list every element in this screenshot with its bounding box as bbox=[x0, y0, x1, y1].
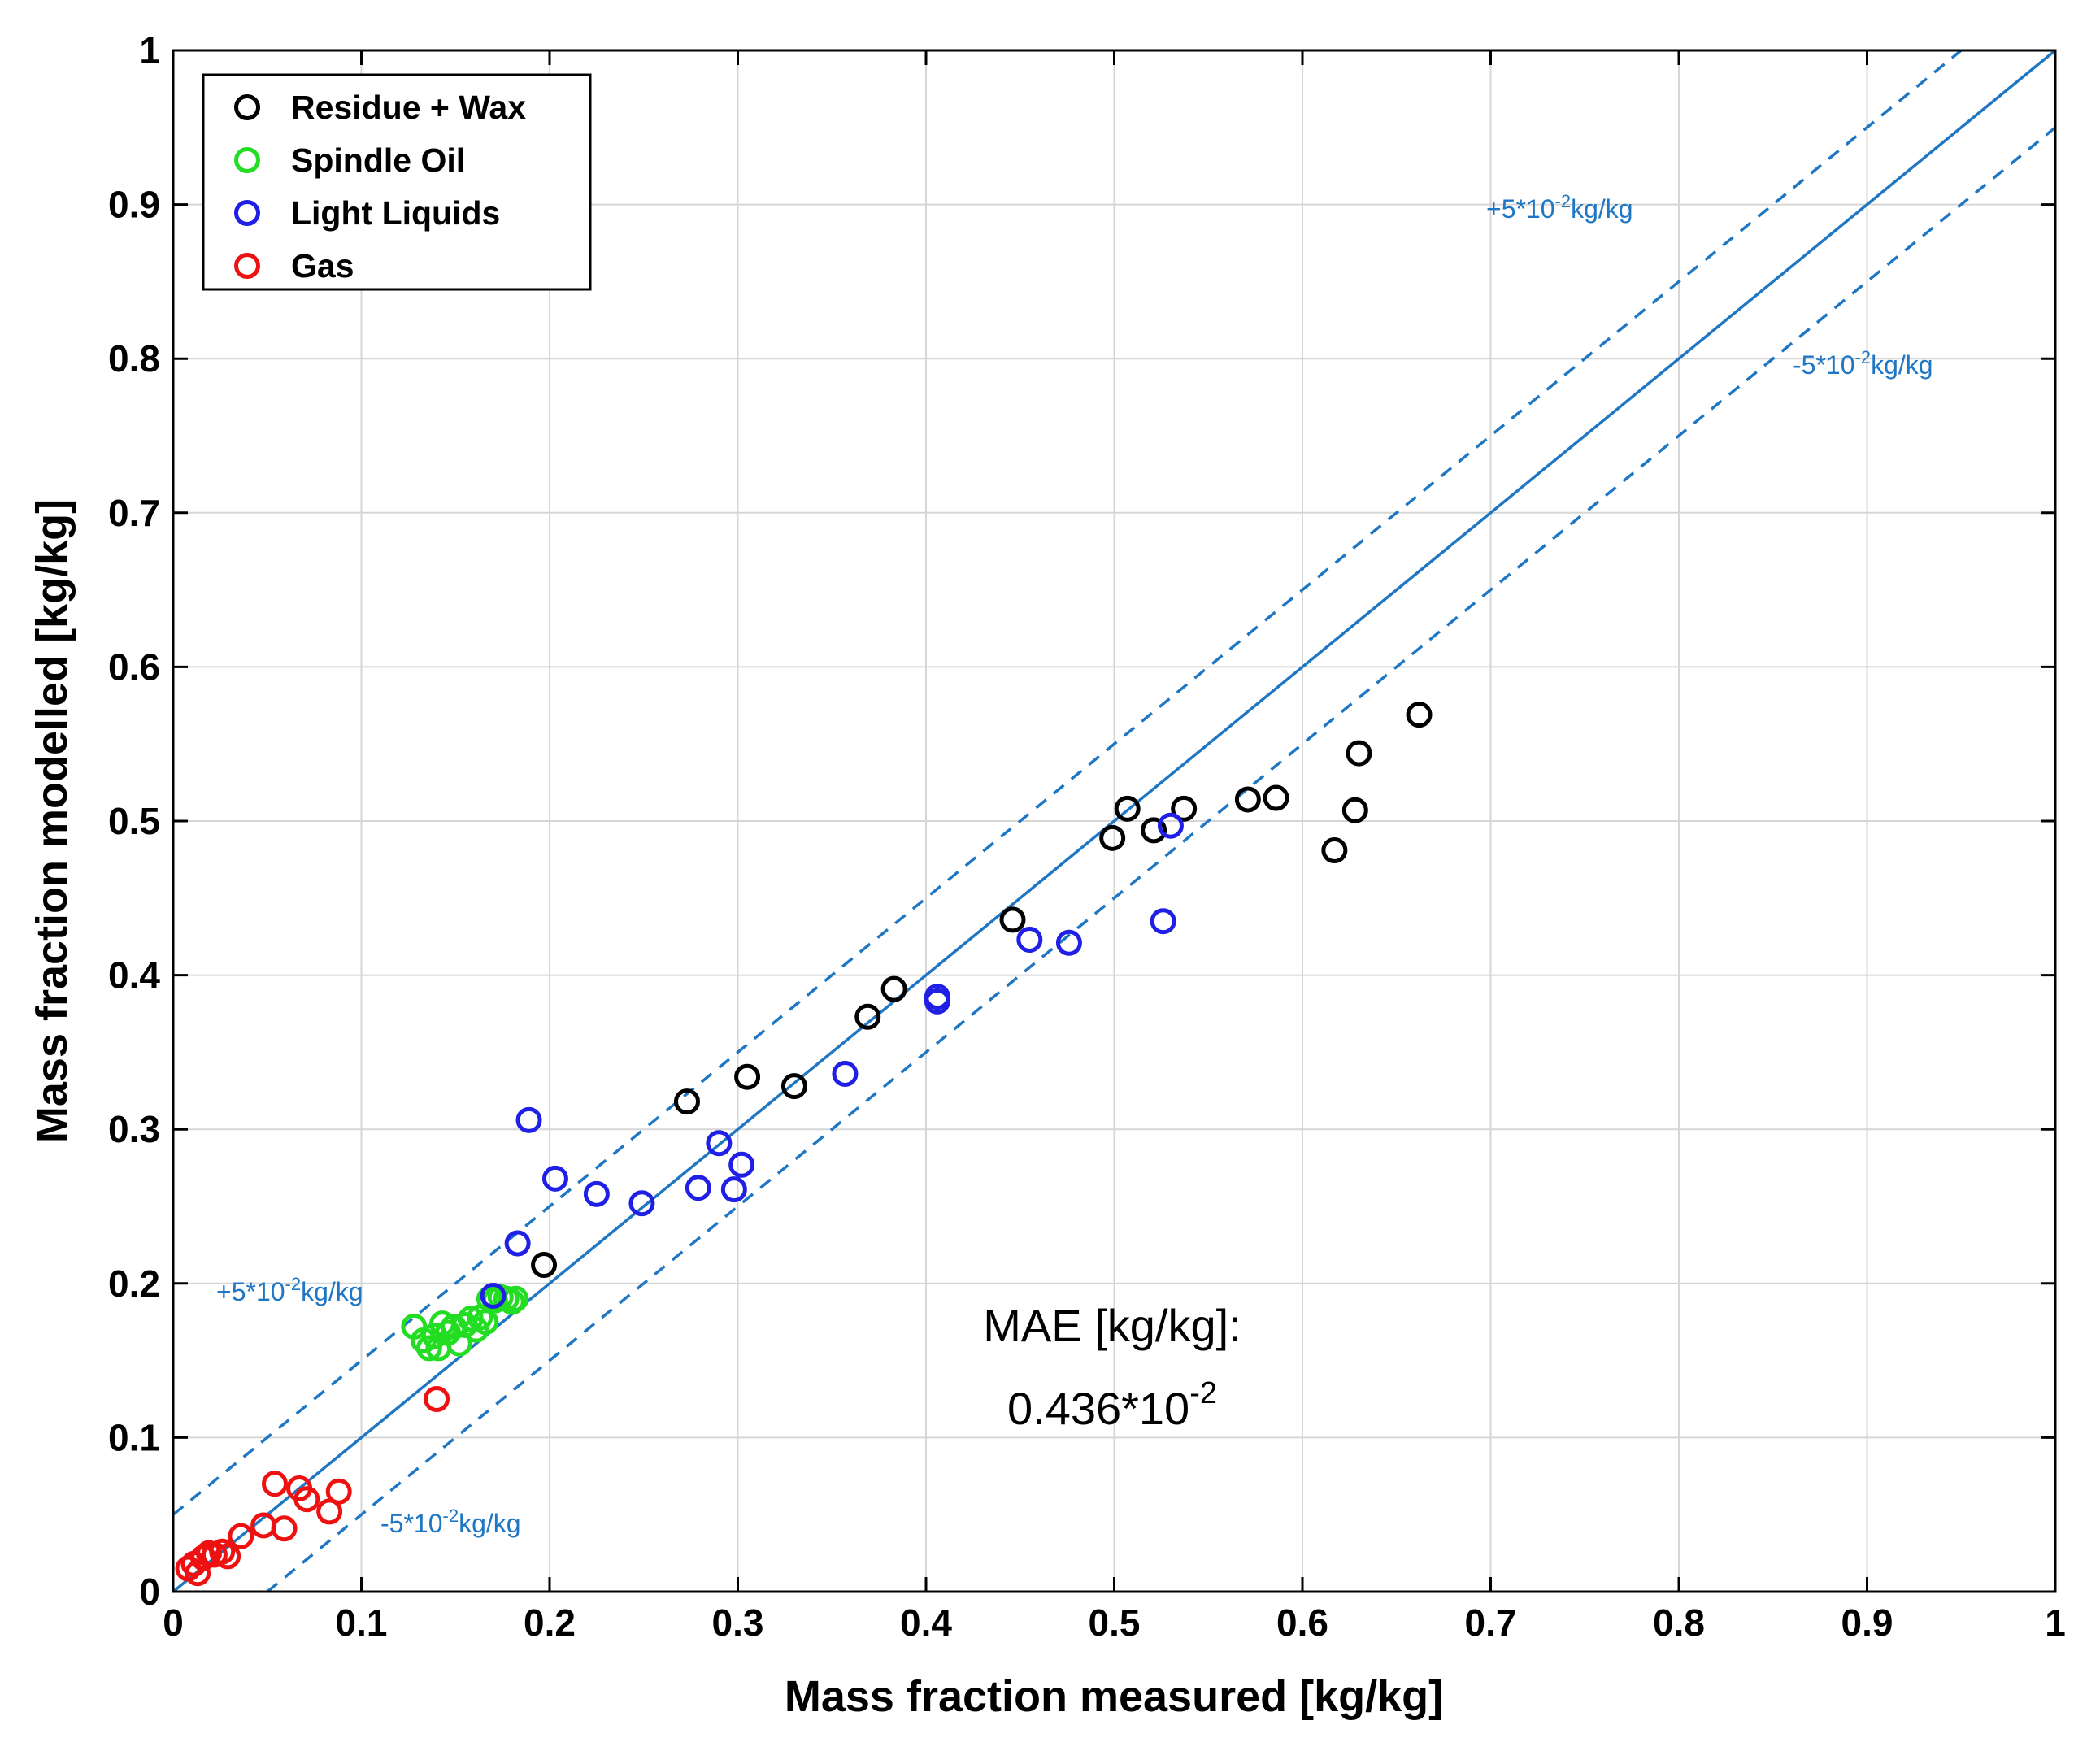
data-point-spindle-oil bbox=[415, 1335, 442, 1362]
data-point-residue-wax bbox=[854, 1003, 881, 1030]
data-point-residue-wax bbox=[673, 1088, 700, 1115]
y-tick-label: 0.7 bbox=[108, 492, 160, 534]
data-point-residue-wax bbox=[1234, 786, 1261, 813]
x-tick-label: 0.7 bbox=[1465, 1601, 1517, 1644]
data-point-residue-wax bbox=[1141, 817, 1167, 844]
data-point-residue-wax bbox=[531, 1252, 558, 1279]
data-point-residue-wax bbox=[1321, 837, 1348, 864]
x-tick-label: 0.2 bbox=[524, 1601, 576, 1644]
axis-ticks: 0 0.1 0.2 0.3 0.4 0.5 0.6 0.7 0.8 0.9 1 0 0.1 0.2 0.3 0… bbox=[108, 29, 2066, 1644]
y-tick-label: 0.1 bbox=[108, 1416, 160, 1458]
data-point-gas bbox=[215, 1543, 241, 1570]
y-tick-label: 0.4 bbox=[108, 954, 160, 997]
upper-band-label-bottom: +5*10-2kg/kg bbox=[216, 1274, 363, 1306]
x-tick-label: 0.8 bbox=[1653, 1601, 1705, 1644]
data-point-light-liquids bbox=[1016, 926, 1043, 953]
data-point-residue-wax bbox=[1099, 824, 1126, 851]
series-gas bbox=[175, 1386, 450, 1587]
data-point-residue-wax bbox=[1406, 702, 1433, 728]
legend-label-light-liquids: Light Liquids bbox=[291, 194, 500, 232]
data-point-light-liquids bbox=[480, 1282, 507, 1309]
x-tick-label: 0.5 bbox=[1089, 1601, 1141, 1644]
data-point-gas bbox=[271, 1515, 298, 1542]
data-points bbox=[175, 702, 1433, 1587]
plot-frame bbox=[172, 49, 2057, 1593]
legend-label-spindle-oil: Spindle Oil bbox=[291, 141, 465, 179]
y-tick-label: 0.6 bbox=[108, 645, 160, 688]
legend-marker-spindle-oil bbox=[234, 147, 260, 173]
data-point-residue-wax bbox=[1346, 740, 1372, 767]
x-tick-label: 0.6 bbox=[1276, 1601, 1328, 1644]
data-point-light-liquids bbox=[832, 1060, 859, 1087]
mae-label: MAE [kg/kg]: bbox=[983, 1300, 1241, 1351]
legend-items: Residue + Wax Spindle Oil Light Liquids Gas bbox=[234, 89, 526, 285]
lower-band-label-top: -5*10-2kg/kg bbox=[1793, 347, 1933, 380]
data-point-light-liquids bbox=[706, 1130, 733, 1157]
data-point-light-liquids bbox=[1157, 812, 1184, 839]
data-point-light-liquids bbox=[728, 1151, 755, 1178]
y-tick-label: 0.9 bbox=[108, 184, 160, 226]
data-point-residue-wax bbox=[999, 906, 1026, 933]
legend-marker-gas bbox=[234, 253, 260, 279]
data-point-light-liquids bbox=[1150, 908, 1176, 935]
mae-value: 0.436*10-2 bbox=[1007, 1376, 1217, 1434]
series-light-liquids bbox=[480, 812, 1184, 1309]
data-point-light-liquids bbox=[541, 1165, 568, 1192]
legend-label-gas: Gas bbox=[291, 247, 354, 285]
x-tick-label: 1 bbox=[2045, 1601, 2066, 1644]
y-axis-label: Mass fraction modelled [kg/kg] bbox=[28, 499, 76, 1143]
y-tick-label: 0.3 bbox=[108, 1108, 160, 1150]
data-point-gas bbox=[228, 1523, 254, 1549]
data-point-residue-wax bbox=[880, 975, 907, 1002]
legend-marker-light-liquids bbox=[234, 200, 260, 226]
data-point-light-liquids bbox=[924, 988, 950, 1015]
data-point-gas bbox=[209, 1538, 236, 1565]
x-axis-label: Mass fraction measured [kg/kg] bbox=[785, 1672, 1443, 1721]
upper-band-label-top: +5*10-2kg/kg bbox=[1486, 191, 1633, 224]
x-tick-label: 0.9 bbox=[1841, 1601, 1893, 1644]
data-point-light-liquids bbox=[515, 1106, 542, 1133]
x-tick-label: 0.1 bbox=[336, 1601, 388, 1644]
data-point-gas bbox=[293, 1486, 320, 1513]
data-point-residue-wax bbox=[1114, 795, 1141, 822]
data-point-gas bbox=[424, 1386, 450, 1412]
x-tick-label: 0.4 bbox=[900, 1601, 952, 1644]
data-point-residue-wax bbox=[1263, 784, 1289, 811]
data-point-light-liquids bbox=[1055, 929, 1082, 956]
data-point-light-liquids bbox=[583, 1180, 610, 1207]
data-point-light-liquids bbox=[685, 1175, 711, 1201]
data-point-gas bbox=[185, 1560, 211, 1587]
y-tick-label: 0.2 bbox=[108, 1262, 160, 1305]
data-point-gas bbox=[316, 1498, 343, 1525]
data-point-residue-wax bbox=[780, 1073, 807, 1100]
legend-marker-residue-wax bbox=[234, 94, 260, 120]
series-spindle-oil bbox=[401, 1284, 529, 1362]
y-tick-label: 1 bbox=[139, 29, 160, 72]
legend-label-residue-wax: Residue + Wax bbox=[291, 89, 526, 126]
data-point-residue-wax bbox=[1171, 795, 1198, 822]
x-tick-label: 0 bbox=[163, 1601, 184, 1644]
lower-band-label-bottom: -5*10-2kg/kg bbox=[380, 1506, 521, 1538]
data-point-light-liquids bbox=[504, 1230, 531, 1257]
data-point-residue-wax bbox=[734, 1063, 761, 1090]
data-point-light-liquids bbox=[628, 1190, 655, 1217]
y-tick-label: 0.8 bbox=[108, 337, 160, 380]
data-point-gas bbox=[325, 1478, 352, 1505]
y-tick-label: 0.5 bbox=[108, 800, 160, 842]
series-residue-wax bbox=[531, 702, 1433, 1279]
data-point-light-liquids bbox=[720, 1176, 747, 1203]
legend-box bbox=[202, 73, 592, 291]
y-tick-label: 0 bbox=[139, 1571, 160, 1613]
legend: Residue + Wax Spindle Oil Light Liquids Gas bbox=[202, 73, 592, 291]
x-tick-label: 0.3 bbox=[712, 1601, 764, 1644]
data-point-gas bbox=[262, 1471, 289, 1497]
data-point-residue-wax bbox=[1341, 797, 1368, 823]
